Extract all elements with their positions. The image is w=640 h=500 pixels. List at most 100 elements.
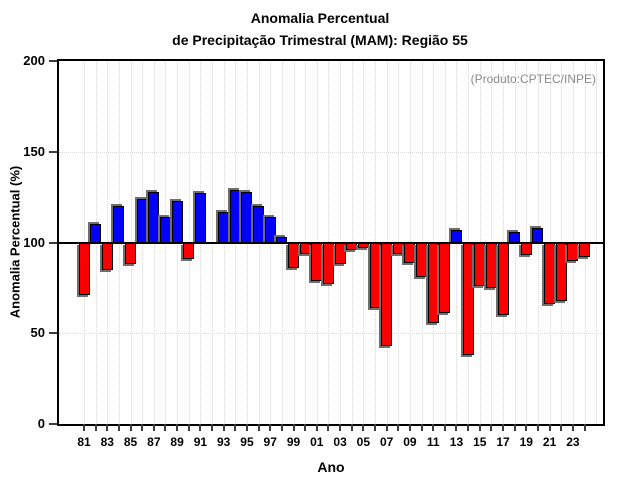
x-tick [478, 424, 481, 431]
bar-2010 [416, 242, 428, 278]
horizontal-gridline [59, 333, 603, 335]
bar-2024 [579, 242, 591, 258]
x-tick-label: 01 [310, 435, 324, 449]
bar-2007 [381, 242, 393, 347]
bar-1995 [241, 191, 253, 245]
bar-1997 [264, 217, 276, 245]
x-tick [199, 424, 202, 431]
bar-2002 [322, 242, 334, 285]
x-tick [443, 424, 446, 431]
x-tick [548, 424, 551, 431]
x-tick-label: 99 [286, 435, 301, 449]
bar-2004 [346, 242, 358, 250]
bar-1985 [125, 242, 137, 265]
x-tick [152, 424, 155, 431]
bar-1999 [288, 242, 300, 269]
x-tick-label: 21 [542, 435, 557, 449]
bar-1988 [159, 217, 171, 245]
x-tick [94, 424, 97, 431]
y-tick-label: 0 [37, 416, 45, 431]
bar-1982 [90, 224, 102, 245]
x-tick-label: 05 [356, 435, 371, 449]
x-tick [257, 424, 260, 431]
x-tick-label: 91 [193, 435, 208, 449]
x-tick [513, 424, 516, 431]
bar-2014 [462, 242, 474, 356]
x-tick-label: 81 [77, 435, 91, 449]
x-tick [502, 424, 505, 431]
x-tick-label: 95 [240, 435, 254, 449]
bar-1989 [171, 200, 183, 245]
chart-title-line2: de Precipitação Trimestral (MAM): Região… [172, 32, 468, 48]
bar-1996 [253, 206, 265, 245]
bar-2017 [497, 242, 509, 316]
bar-1983 [101, 242, 113, 270]
x-tick [350, 424, 353, 431]
bar-2012 [439, 242, 451, 314]
x-tick-label: 83 [100, 435, 114, 449]
x-tick [467, 424, 470, 431]
horizontal-gridline [59, 151, 603, 153]
x-tick [408, 424, 411, 431]
x-tick [560, 424, 563, 431]
y-tick-label: 50 [30, 325, 45, 341]
x-tick [455, 424, 458, 431]
x-tick [490, 424, 493, 431]
x-tick [211, 424, 214, 431]
x-tick-label: 85 [123, 435, 138, 449]
bar-2015 [474, 242, 486, 287]
x-tick [117, 424, 120, 431]
bar-2008 [392, 242, 404, 254]
x-tick [187, 424, 190, 431]
bar-1991 [194, 193, 206, 245]
y-tick-label: 150 [23, 143, 45, 159]
baseline-100 [59, 241, 603, 244]
x-tick-label: 87 [147, 435, 161, 449]
bar-1984 [113, 206, 125, 245]
chart-title: Anomalia Percentual de Precipitação Trim… [0, 7, 640, 51]
x-tick-label: 23 [566, 435, 580, 449]
x-tick-label: 15 [473, 435, 487, 449]
x-tick [141, 424, 144, 431]
x-axis-label: Ano [317, 459, 345, 475]
bar-2009 [404, 242, 416, 263]
x-tick [327, 424, 330, 431]
x-tick [339, 424, 342, 431]
x-tick [269, 424, 272, 431]
x-tick-label: 07 [379, 435, 394, 449]
bar-2003 [334, 242, 346, 265]
bar-2006 [369, 242, 381, 309]
bar-1990 [183, 242, 195, 260]
x-tick [245, 424, 248, 431]
y-tick-label: 200 [23, 53, 45, 68]
x-tick-label: 13 [449, 435, 464, 449]
x-tick-label: 17 [496, 435, 510, 449]
bar-2020 [532, 227, 544, 245]
x-tick [222, 424, 225, 431]
plot-area: (Produto:CPTEC/INPE) 81 83 85 87 89 91 93 95 97 9… [23, 53, 605, 449]
bar-1993 [218, 211, 230, 245]
x-tick [420, 424, 423, 431]
y-tick [49, 241, 57, 244]
y-tick [49, 423, 57, 425]
x-tick [362, 424, 365, 431]
x-tick [129, 424, 132, 431]
bar-2018 [509, 231, 521, 245]
x-tick [525, 424, 528, 431]
y-tick [49, 150, 57, 153]
bar-2011 [427, 242, 439, 323]
data-source-note: (Produto:CPTEC/INPE) [470, 72, 596, 86]
x-tick-label: 11 [426, 435, 440, 449]
x-tick [397, 424, 400, 431]
x-tick [280, 424, 283, 431]
x-tick [176, 424, 179, 431]
x-tick [571, 424, 574, 431]
x-tick-label: 89 [170, 435, 184, 449]
x-tick [292, 424, 295, 431]
x-tick-label: 93 [216, 435, 231, 449]
x-tick [304, 424, 307, 431]
x-tick-label: 97 [263, 435, 277, 449]
bar-1994 [229, 189, 241, 245]
bar-2023 [567, 242, 579, 261]
